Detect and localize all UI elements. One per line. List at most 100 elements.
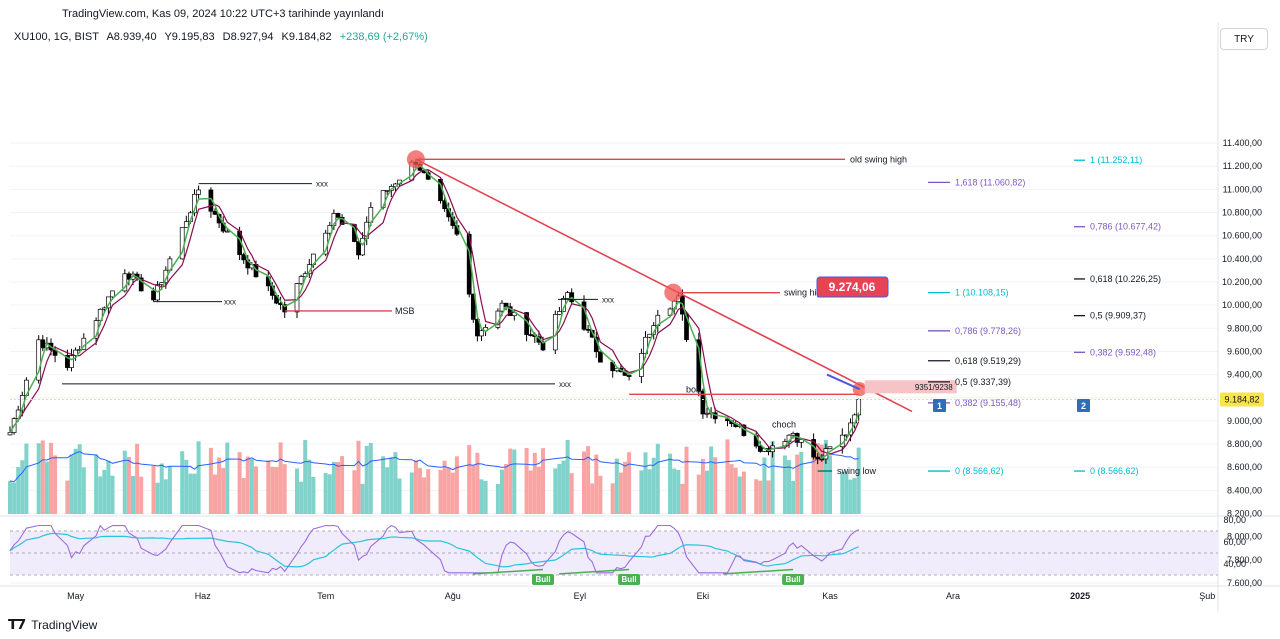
volume-bar: [331, 461, 336, 514]
y-tick-label: 8.200,00: [1227, 508, 1262, 518]
volume-bar: [40, 440, 45, 514]
fib1-label: 0,618 (9.519,29): [955, 356, 1021, 366]
fib-badge-2: [1077, 399, 1090, 412]
volume-bar: [422, 477, 427, 514]
volume-bar: [69, 454, 74, 514]
volume-bar: [618, 472, 623, 514]
volume-bar: [787, 460, 791, 514]
volume-bar: [192, 473, 197, 514]
candle-body: [565, 292, 570, 299]
legend-symbol[interactable]: XU100, 1G, BIST: [14, 31, 99, 43]
currency-button[interactable]: TRY: [1220, 28, 1268, 50]
bull-badge: [532, 574, 554, 585]
x-tick-label: Haz: [195, 591, 212, 601]
volume-bar: [811, 454, 816, 514]
volume-bars: [8, 439, 861, 514]
volume-bar: [770, 441, 775, 514]
volume-bar: [508, 448, 513, 514]
volume-bar: [303, 440, 308, 514]
rsi-pane: 80,00 60,00 40,00 Bull Bull Bull: [9, 515, 1246, 585]
volume-bar: [73, 448, 78, 514]
volume-bar: [504, 464, 509, 514]
volume-bar: [393, 452, 398, 514]
y-tick-label: 10.000,00: [1222, 300, 1262, 310]
callout-box: [816, 276, 889, 298]
fib2-label: 0,786 (10.677,42): [1090, 222, 1161, 232]
volume-bar: [475, 452, 480, 514]
candle-body: [36, 339, 42, 381]
volume-bar: [438, 469, 443, 514]
volume-bar: [327, 474, 332, 514]
volume-bar: [709, 446, 714, 514]
volume-bar: [65, 480, 70, 514]
y-tick-label: 9.400,00: [1227, 370, 1262, 380]
volume-bar: [725, 439, 730, 514]
volume-bar: [713, 457, 718, 514]
legend-low: D8.927,94: [222, 31, 274, 43]
candle-body: [97, 308, 103, 321]
volume-bar: [336, 462, 340, 514]
candle-body: [798, 439, 804, 443]
volume-bar: [122, 450, 127, 514]
volume-bar: [848, 479, 853, 514]
volume-bar: [184, 459, 189, 514]
volume-bar: [397, 478, 402, 514]
volume-bar: [167, 466, 172, 514]
volume-bar: [819, 444, 824, 514]
volume-bar: [81, 467, 86, 514]
y-tick-label: 9.800,00: [1227, 323, 1262, 333]
fib-badge-1-label: 1: [937, 401, 942, 411]
volume-bar: [643, 452, 648, 514]
volume-bar: [586, 446, 591, 514]
legend-high: Y9.195,83: [164, 31, 215, 43]
volume-bar: [684, 446, 689, 514]
volume-bar: [418, 468, 422, 514]
fib2-label: 0 (8.566,62): [1090, 466, 1139, 476]
y-tick-label: 10.600,00: [1222, 231, 1262, 241]
volume-bar: [413, 460, 418, 514]
volume-bar: [561, 460, 566, 514]
volume-bar: [729, 464, 734, 514]
volume-bar: [151, 465, 156, 514]
volume-bar: [278, 442, 283, 514]
fib-badge-1: [933, 399, 946, 412]
candle-body: [196, 189, 201, 195]
volume-bar: [131, 475, 135, 514]
volume-bar: [368, 442, 373, 514]
volume-bar: [668, 453, 673, 514]
tradingview-logo-icon: 𝗧𝟳: [8, 616, 26, 632]
volume-bar: [651, 457, 656, 514]
volume-bar: [450, 472, 455, 514]
rsi-tick-label: 60,00: [1223, 537, 1246, 547]
volume-bar: [840, 472, 845, 514]
candle-body: [110, 290, 115, 298]
volume-bar: [102, 469, 107, 514]
volume-bar: [36, 443, 41, 514]
y-tick-label: 9.600,00: [1227, 346, 1262, 356]
x-tick-label: Ara: [946, 591, 960, 601]
ohlc-legend: XU100, 1G, BIST A8.939,40 Y9.195,83 D8.9…: [14, 31, 433, 43]
volume-bar: [274, 467, 279, 514]
volume-bar: [532, 452, 537, 514]
choch-label: choch: [772, 419, 796, 429]
volume-bar: [135, 443, 140, 514]
volume-bar: [307, 459, 312, 514]
candle-body: [790, 433, 796, 436]
fib1-label: 0,382 (9.155,48): [955, 398, 1021, 408]
y-tick-label: 7.600,00: [1227, 578, 1262, 588]
volume-bar: [541, 448, 545, 514]
swing-high-marker: [406, 150, 425, 169]
volume-bar: [844, 471, 849, 514]
candle-body: [598, 351, 603, 363]
legend-close: K9.184,82: [281, 31, 332, 43]
y-tick-label: 11.000,00: [1223, 184, 1262, 194]
volume-bar: [705, 470, 709, 514]
y-tick-label: 8.600,00: [1227, 462, 1262, 472]
volume-bar: [110, 475, 115, 514]
volume-bar: [245, 456, 250, 514]
fib-badge-2-label: 2: [1081, 401, 1086, 411]
fib1-label: 0,786 (9.778,26): [955, 326, 1021, 336]
volume-bar: [53, 455, 58, 514]
volume-bar: [799, 451, 804, 514]
